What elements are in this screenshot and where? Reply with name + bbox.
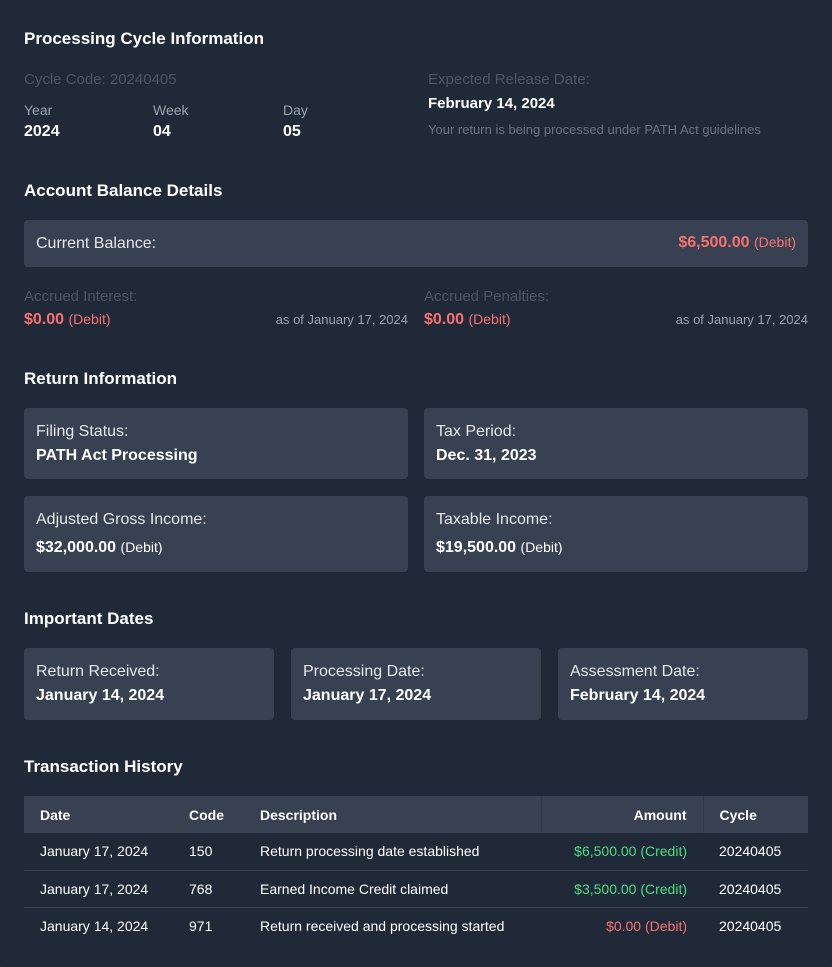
cell-description: Earned Income Credit claimed [244,869,541,907]
accrued-interest-amount: $0.00 [24,311,65,328]
cell-date: January 17, 2024 [24,869,173,907]
date-label: Return Received: [36,663,160,680]
current-balance-card: Current Balance: $6,500.00 (Debit) [24,220,808,267]
taxable-income-tag: (Debit) [520,539,563,555]
cell-amount: $6,500.00 (Credit) [574,843,687,860]
date-card-processing: Processing Date: January 17, 2024 [291,648,541,720]
cell-amount: $0.00 (Debit) [541,906,703,944]
taxable-income-amount: $19,500.00 [436,539,517,556]
column-header-code: Code [173,796,244,833]
current-balance-tag: (Debit) [753,234,796,250]
date-card-return-received: Return Received: January 14, 2024 [24,648,274,720]
cell-code: 768 [173,869,244,907]
cell-description: Return processing date established [260,843,480,860]
accrued-interest-tag: (Debit) [68,311,111,327]
accrued-penalties-tag: (Debit) [468,311,511,327]
agi-card: Adjusted Gross Income: $32,000.00 (Debit… [24,496,408,572]
cell-cycle: 20240405 [703,906,808,944]
agi-label: Adjusted Gross Income: [36,511,207,528]
taxable-income-label: Taxable Income: [436,511,553,528]
accrued-penalties-label: Accrued Penalties: [424,288,550,305]
agi-amount: $32,000.00 [36,539,117,556]
path-act-note: Your return is being processed under PAT… [428,122,761,137]
date-card-assessment: Assessment Date: February 14, 2024 [558,648,808,720]
column-header-date: Date [24,796,173,833]
section-title-processing-cycle: Processing Cycle Information [24,29,264,48]
section-title-account-balance: Account Balance Details [24,181,223,200]
tax-period-card: Tax Period: Dec. 31, 2023 [424,408,808,479]
filing-status-card: Filing Status: PATH Act Processing [24,408,408,479]
date-value: January 17, 2024 [303,687,432,704]
agi-tag: (Debit) [120,539,163,555]
date-value: February 14, 2024 [570,687,706,704]
column-header-description: Description [244,796,541,833]
cell-date: January 17, 2024 [40,843,149,860]
cell-code: 971 [173,906,244,944]
current-balance-label: Current Balance: [36,235,157,252]
filing-status-label: Filing Status: [36,423,129,440]
day-value: 05 [283,123,301,140]
release-label: Expected Release Date: [428,71,590,88]
cell-amount: $3,500.00 (Credit) [541,869,703,907]
date-label: Processing Date: [303,663,425,680]
accrued-interest-label: Accrued Interest: [24,288,138,305]
day-label: Day [283,102,308,118]
cycle-code: Cycle Code: 20240405 [24,71,177,88]
column-header-amount: Amount [540,796,703,833]
section-title-return-information: Return Information [24,369,177,388]
table-row: January 17, 2024 768 Earned Income Credit … [24,869,808,907]
taxable-income-card: Taxable Income: $19,500.00 (Debit) [424,496,808,572]
section-title-important-dates: Important Dates [24,609,154,628]
table-row: January 14, 2024 971 Return received and p… [24,906,808,944]
current-balance-amount: $6,500.00 [678,234,750,251]
tax-period-label: Tax Period: [436,423,517,440]
cell-cycle: 20240405 [703,869,808,907]
cell-code: 150 [189,843,213,860]
table-row: January 17, 2024 150 Return processing dat… [24,833,808,870]
week-value: 04 [153,123,171,140]
table-header-row: Date Code Description Amount Cycle [24,796,808,833]
transaction-table: Date Code Description Amount Cycle Janua… [24,796,808,944]
filing-status-value: PATH Act Processing [36,447,198,464]
release-date: February 14, 2024 [428,95,555,112]
cell-description: Return received and processing started [244,906,541,944]
cell-cycle: 20240405 [719,843,782,860]
week-label: Week [153,102,189,118]
cell-date: January 14, 2024 [24,906,173,944]
section-title-transaction-history: Transaction History [24,757,183,776]
accrued-penalties-asof: as of January 17, 2024 [675,312,808,327]
date-label: Assessment Date: [570,663,700,680]
year-label: Year [24,102,53,118]
accrued-interest-asof: as of January 17, 2024 [275,312,408,327]
accrued-penalties-amount: $0.00 [424,311,465,328]
year-value: 2024 [24,123,60,140]
date-value: January 14, 2024 [36,687,165,704]
tax-period-value: Dec. 31, 2023 [436,447,537,464]
column-header-cycle: Cycle [702,796,808,833]
